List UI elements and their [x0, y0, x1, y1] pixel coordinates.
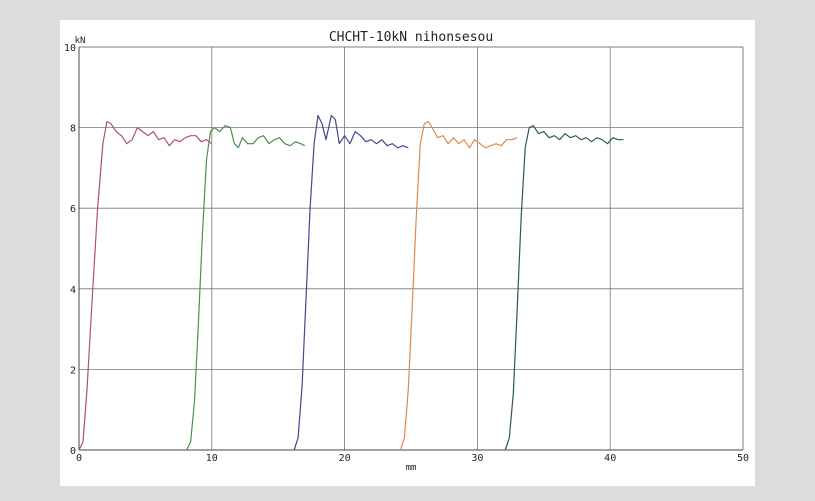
y-tick-label: 4	[70, 285, 76, 296]
y-tick-label: 8	[70, 124, 76, 135]
chart-title: CHCHT-10kN nihonsesou	[329, 30, 493, 45]
x-tick-labels: 0 10 20 30 40 50	[76, 453, 749, 464]
series-line-5	[504, 125, 624, 451]
y-tick-labels: 0 2 4 6 8 10	[64, 43, 76, 457]
series-line-2	[186, 125, 306, 451]
data-series	[78, 114, 624, 451]
x-tick-label: 40	[604, 453, 616, 464]
series-line-4	[399, 121, 518, 451]
chart-paper	[60, 20, 755, 486]
y-tick-label: 2	[70, 365, 76, 376]
x-tick-label: 10	[206, 453, 218, 464]
y-tick-label: 10	[64, 43, 76, 54]
x-tick-label: 30	[471, 453, 483, 464]
x-axis-label: mm	[406, 463, 417, 473]
x-tick-label: 0	[76, 453, 82, 464]
series-line-1	[78, 121, 213, 451]
x-tick-label: 50	[737, 453, 749, 464]
grid-lines	[79, 46, 744, 450]
x-tick-label: 20	[339, 453, 351, 464]
y-tick-label: 0	[70, 446, 76, 457]
series-line-3	[293, 114, 409, 451]
y-tick-label: 6	[70, 204, 76, 215]
axes	[78, 46, 744, 451]
y-axis-label: kN	[75, 36, 86, 46]
